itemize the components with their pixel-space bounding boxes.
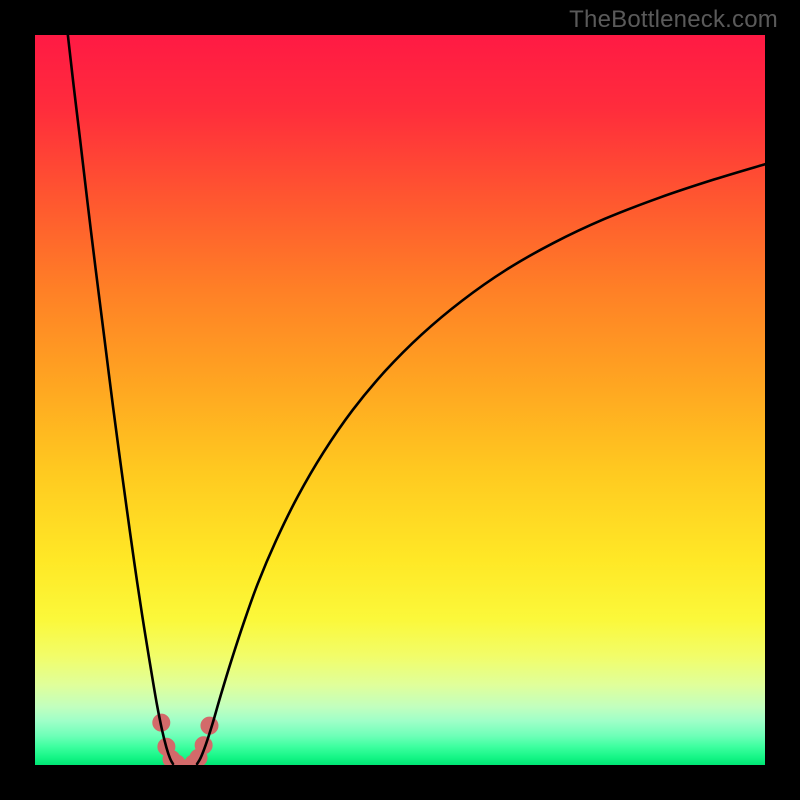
curve-layer <box>35 35 765 765</box>
plot-area <box>35 35 765 765</box>
right-bottleneck-curve <box>197 164 765 764</box>
chart-outer-frame: TheBottleneck.com <box>0 0 800 800</box>
watermark-text: TheBottleneck.com <box>569 6 778 34</box>
left-bottleneck-curve <box>68 35 173 764</box>
